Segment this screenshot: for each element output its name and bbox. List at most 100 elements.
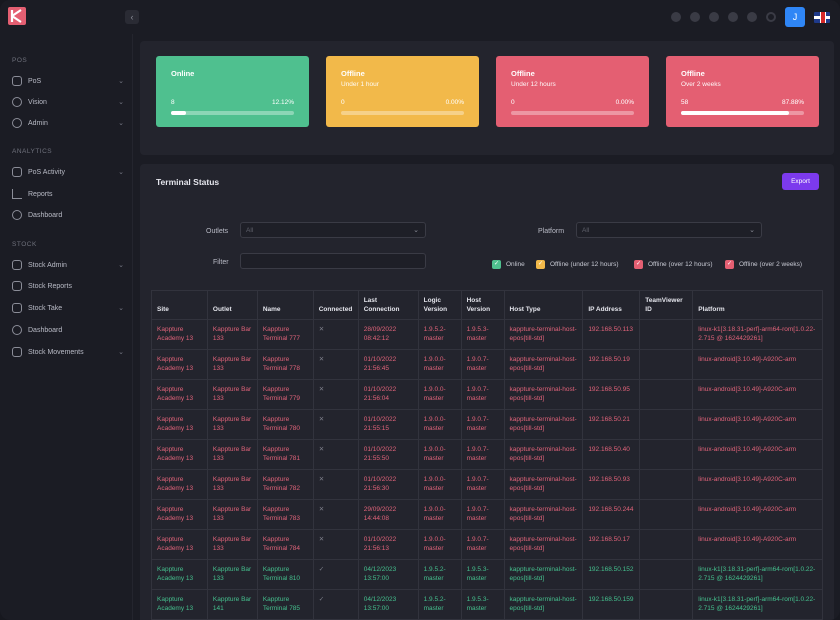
moon-icon[interactable] <box>766 12 776 22</box>
column-header-connected[interactable]: Connected <box>312 290 359 320</box>
sidebar-item-stock-admin[interactable]: Stock Admin ⌄ <box>12 258 124 272</box>
cell-ip-address: 192.168.50.17 <box>582 529 641 560</box>
uk-flag-icon[interactable] <box>814 11 830 23</box>
card-offline-under-12-hours[interactable]: Offline Under 12 hours 0 0.00% <box>496 56 649 127</box>
export-button[interactable]: Export <box>782 173 819 190</box>
card-offline-under-1-hour[interactable]: Offline Under 1 hour 0 0.00% <box>326 56 479 127</box>
card-progress-fill <box>681 111 790 115</box>
cell-ip-address: 192.168.50.21 <box>582 409 641 440</box>
sidebar-item-stock-reports[interactable]: Stock Reports <box>12 279 124 293</box>
cell-connected: ✕ <box>312 469 359 500</box>
cell-teamviewer-id <box>639 379 694 410</box>
terminal-status-panel: Terminal Status Export Outlets All ⌄ Pla… <box>140 164 834 620</box>
cell-ip-address: 192.168.50.244 <box>582 499 641 530</box>
chevron-down-icon: ⌄ <box>413 227 419 234</box>
table-row[interactable]: Kappture Academy 13 Kappture Bar 133 Kappt… <box>151 559 823 590</box>
table-row[interactable]: Kappture Academy 13 Kappture Bar 133 Kappt… <box>151 499 823 530</box>
cell-platform: linux-android[3.10.49]-A920C-arm <box>692 349 823 380</box>
column-header-host-version[interactable]: Host Version <box>460 290 505 320</box>
vision-icon <box>12 97 22 107</box>
user-avatar-button[interactable]: J <box>785 7 805 27</box>
column-header-platform[interactable]: Platform <box>692 290 823 320</box>
settings-icon[interactable] <box>747 12 757 22</box>
column-header-teamviewer-id[interactable]: TeamViewer ID <box>639 290 694 320</box>
chat-icon[interactable] <box>728 12 738 22</box>
cell-logic-version: 1.9.5.2-master <box>417 559 462 590</box>
filter-input[interactable] <box>240 253 426 269</box>
cell-last-connection: 04/12/2023 13:57:00 <box>357 559 419 590</box>
table-row[interactable]: Kappture Academy 13 Kappture Bar 133 Kappt… <box>151 379 823 410</box>
cell-connected: ✕ <box>312 439 359 470</box>
table-row[interactable]: Kappture Academy 13 Kappture Bar 133 Kappt… <box>151 349 823 380</box>
cell-name: Kappture Terminal 785 <box>256 589 314 620</box>
sidebar-item-stock-take[interactable]: Stock Take ⌄ <box>12 301 124 315</box>
cell-platform: linux-android[3.10.49]-A920C-arm <box>692 469 823 500</box>
card-percent: 0.00% <box>445 99 464 106</box>
legend-offline-over-2-weeks[interactable]: ✓ Offline (over 2 weeks) <box>725 260 802 269</box>
card-online[interactable]: Online 8 12.12% <box>156 56 309 127</box>
card-title: Offline <box>341 69 365 78</box>
sidebar-item-label: Stock Admin <box>28 261 67 269</box>
sidebar-item-label: Vision <box>28 98 47 106</box>
cell-platform: linux-android[3.10.49]-A920C-arm <box>692 379 823 410</box>
sidebar-item-pos[interactable]: PoS ⌄ <box>12 74 124 88</box>
cell-host-version: 1.9.0.7-master <box>460 439 505 470</box>
outlets-select[interactable]: All ⌄ <box>240 222 426 238</box>
cell-host-type: kappture-terminal-host-epos[till-std] <box>503 559 584 590</box>
sidebar-item-admin[interactable]: Admin ⌄ <box>12 116 124 130</box>
column-header-ip-address[interactable]: IP Address <box>582 290 641 320</box>
cell-host-type: kappture-terminal-host-epos[till-std] <box>503 589 584 620</box>
column-header-name[interactable]: Name <box>256 290 314 320</box>
cell-host-type: kappture-terminal-host-epos[till-std] <box>503 469 584 500</box>
cell-site: Kappture Academy 13 <box>151 349 208 380</box>
sidebar-item-label: Stock Take <box>28 304 63 312</box>
table-row[interactable]: Kappture Academy 13 Kappture Bar 133 Kappt… <box>151 469 823 500</box>
cell-host-version: 1.9.5.3-master <box>460 559 505 590</box>
chevron-down-icon: ⌄ <box>749 227 755 234</box>
panel-title: Terminal Status <box>156 177 220 187</box>
header-actions: J <box>671 7 830 27</box>
table-row[interactable]: Kappture Academy 13 Kappture Bar 133 Kappt… <box>151 319 823 350</box>
collapse-sidebar-button[interactable]: ‹ <box>125 10 139 24</box>
column-header-site[interactable]: Site <box>151 290 208 320</box>
column-header-host-type[interactable]: Host Type <box>503 290 584 320</box>
legend-online[interactable]: ✓ Online <box>492 260 525 269</box>
column-header-outlet[interactable]: Outlet <box>206 290 258 320</box>
sidebar-item-reports[interactable]: Reports <box>12 187 124 201</box>
mail-icon[interactable] <box>709 12 719 22</box>
sidebar-item-dashboard[interactable]: Dashboard <box>12 208 124 222</box>
platform-select[interactable]: All ⌄ <box>576 222 762 238</box>
cell-outlet: Kappture Bar 133 <box>206 529 258 560</box>
table-row[interactable]: Kappture Academy 13 Kappture Bar 141 Kappt… <box>151 589 823 620</box>
cell-name: Kappture Terminal 781 <box>256 439 314 470</box>
cell-ip-address: 192.168.50.152 <box>582 559 641 590</box>
legend-offline-under-12-hours[interactable]: ✓ Offline (under 12 hours) <box>536 260 619 269</box>
sidebar-item-pos-activity[interactable]: PoS Activity ⌄ <box>12 165 124 179</box>
cell-platform: linux-k1[3.18.31-perf]-arm64-rom[1.0.22-… <box>692 319 823 350</box>
notes-icon[interactable] <box>690 12 700 22</box>
legend-label: Offline (over 12 hours) <box>648 261 713 268</box>
sidebar-item-stock-dashboard[interactable]: Dashboard <box>12 323 124 337</box>
table-header-row: Site Outlet Name Connected Last Connecti… <box>151 290 823 320</box>
card-percent: 12.12% <box>271 99 294 106</box>
table-row[interactable]: Kappture Academy 13 Kappture Bar 133 Kappt… <box>151 439 823 470</box>
table-row[interactable]: Kappture Academy 13 Kappture Bar 133 Kappt… <box>151 529 823 560</box>
cell-outlet: Kappture Bar 133 <box>206 409 258 440</box>
cell-platform: linux-android[3.10.49]-A920C-arm <box>692 529 823 560</box>
globe-icon[interactable] <box>671 12 681 22</box>
cell-teamviewer-id <box>639 439 694 470</box>
card-offline-over-2-weeks[interactable]: Offline Over 2 weeks 58 87.88% <box>666 56 819 127</box>
cell-host-type: kappture-terminal-host-epos[till-std] <box>503 529 584 560</box>
sidebar-item-label: Admin <box>28 119 48 127</box>
chevron-down-icon: ⌄ <box>118 99 124 106</box>
cell-site: Kappture Academy 13 <box>151 529 208 560</box>
legend-offline-over-12-hours[interactable]: ✓ Offline (over 12 hours) <box>634 260 713 269</box>
kappture-logo-icon[interactable] <box>8 7 26 25</box>
sidebar-item-stock-movements[interactable]: Stock Movements ⌄ <box>12 345 124 359</box>
cell-teamviewer-id <box>639 319 694 350</box>
column-header-logic-version[interactable]: Logic Version <box>417 290 462 320</box>
table-row[interactable]: Kappture Academy 13 Kappture Bar 133 Kappt… <box>151 409 823 440</box>
sidebar-item-vision[interactable]: Vision ⌄ <box>12 95 124 109</box>
column-header-last-connection[interactable]: Last Connection <box>357 290 419 320</box>
cell-ip-address: 192.168.50.19 <box>582 349 641 380</box>
